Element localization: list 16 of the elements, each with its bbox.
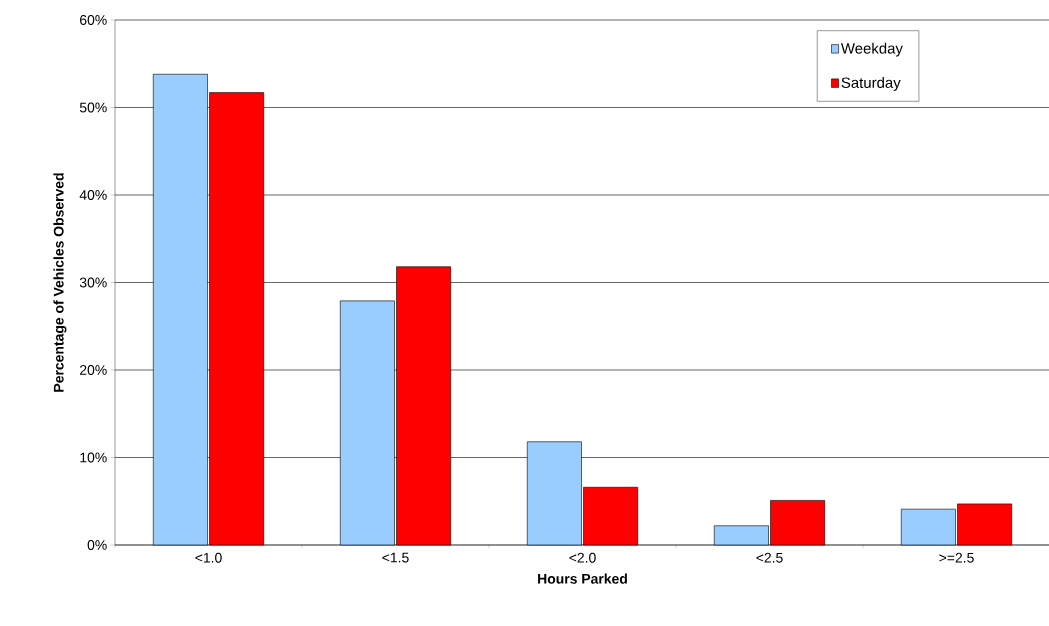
x-tick-label: >=2.5 bbox=[939, 552, 974, 563]
x-tick-label: <1.5 bbox=[382, 552, 409, 563]
x-axis-title: Hours Parked bbox=[538, 573, 627, 584]
y-tick-label: 10% bbox=[80, 452, 107, 463]
y-tick-label: 30% bbox=[79, 277, 107, 288]
y-tick-label: 40% bbox=[79, 190, 107, 200]
y-axis-title: Percentage of Vehicles Observed bbox=[53, 173, 67, 392]
legend-label: Saturday bbox=[841, 77, 901, 91]
x-tick-label: <2.5 bbox=[756, 552, 783, 563]
y-tick-label: 50% bbox=[79, 102, 107, 113]
x-tick-label: <1.0 bbox=[195, 552, 222, 563]
y-tick-label: 60% bbox=[80, 15, 107, 25]
y-tick-label: 20% bbox=[80, 365, 107, 375]
legend-label: Weekday bbox=[840, 42, 903, 57]
x-tick-label: <2.0 bbox=[569, 552, 596, 563]
y-tick-label: 0% bbox=[87, 540, 107, 550]
